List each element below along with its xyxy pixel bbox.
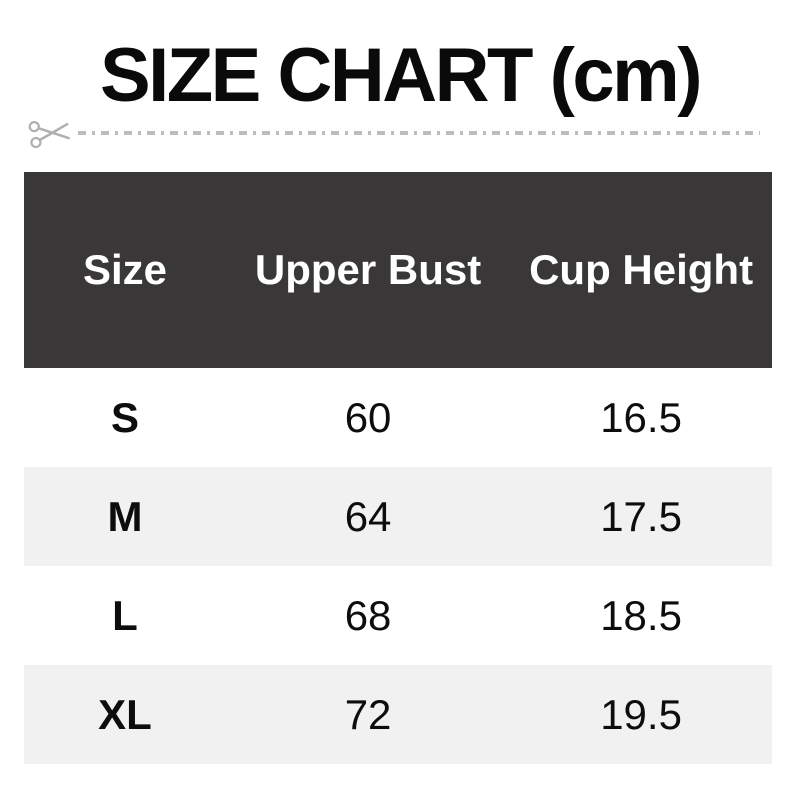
cell-upper-bust: 68 <box>344 591 392 639</box>
dashed-cut-line <box>78 131 760 135</box>
cell-cup-height: 17.5 <box>600 492 682 540</box>
table-row-l: L 68 18.5 <box>24 566 772 665</box>
cell-cup-height: 19.5 <box>600 690 682 738</box>
size-table-body: S 60 16.5 M 64 17.5 L 68 18.5 XL 72 19.5 <box>24 368 772 764</box>
cell-size: M <box>107 492 143 540</box>
table-header: Size Upper Bust Cup Height <box>24 172 772 368</box>
cell-cup-height: 18.5 <box>600 591 682 639</box>
cell-cup-height: 16.5 <box>600 393 682 441</box>
column-header-size: Size <box>82 246 167 293</box>
cell-upper-bust: 60 <box>344 393 392 441</box>
cell-upper-bust: 72 <box>344 690 392 738</box>
cell-size: XL <box>98 690 152 738</box>
cell-size: L <box>112 591 138 639</box>
cut-line <box>28 115 772 151</box>
table-row-s: S 60 16.5 <box>24 368 772 467</box>
column-header-upper-bust: Upper Bust <box>254 246 482 293</box>
page-title: SIZE CHART (cm) <box>99 33 703 118</box>
cell-upper-bust: 64 <box>344 492 392 540</box>
scissors-icon <box>28 121 70 149</box>
cell-size: S <box>110 393 139 441</box>
table-row-m: M 64 17.5 <box>24 467 772 566</box>
table-row-xl: XL 72 19.5 <box>24 665 772 764</box>
column-header-cup-height: Cup Height <box>529 246 754 293</box>
